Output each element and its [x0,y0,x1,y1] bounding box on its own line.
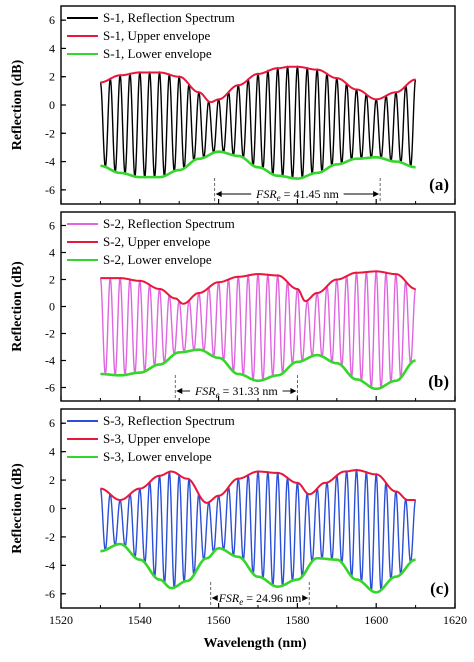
x-tick-label: 1540 [128,613,152,627]
y-tick-label: -4 [45,155,55,169]
y-tick-label: -4 [45,354,55,368]
y-tick-label: 2 [49,70,55,84]
chart-panel-c: -6 -4 -2 0 2 4 6 1520 1540 1560 1580 1600 1620 S-3, R… [45,408,467,627]
upper-envelope-line [100,469,416,504]
legend-label: S-1, Lower envelope [103,46,212,61]
arrowhead-right [290,388,297,394]
arrowhead-left [215,191,222,197]
legend-label: S-1, Reflection Spectrum [103,10,235,25]
chart-panel-b: -6 -4 -2 0 2 4 6 S-2, Reflection Spectrum S-2, U… [45,211,456,402]
y-tick-label: -6 [45,381,55,395]
y-tick-label: 6 [49,416,55,430]
legend-label: S-3, Lower envelope [103,449,212,464]
y-tick-label: 4 [49,246,55,260]
x-tick-label: 1580 [285,613,309,627]
plot-area [99,468,417,594]
y-tick-label: 2 [49,273,55,287]
fsr-annotation: FSRe = 31.33 nm [174,375,298,401]
fsr-label: FSRe = 41.45 nm [255,187,339,203]
y-tick-label: -2 [45,530,55,544]
y-tick-label: 6 [49,13,55,27]
fsr-label: FSRe = 24.96 nm [218,591,302,607]
legend: S-1, Reflection Spectrum S-1, Upper envel… [67,10,235,61]
panel-label: (b) [428,372,449,391]
y-tick-label: 4 [49,41,55,55]
panel-label: (c) [430,579,449,598]
y-tick-label: 0 [49,98,55,112]
legend-label: S-2, Upper envelope [103,234,210,249]
reflection-spectrum-line [99,468,417,593]
plot-area [99,65,417,180]
y-tick-label: 2 [49,473,55,487]
arrowhead-left [211,595,218,601]
y-tick-label: -6 [45,183,55,197]
x-tick-label: 1560 [207,613,231,627]
legend-label: S-3, Upper envelope [103,431,210,446]
arrowhead-left [176,388,183,394]
y-tick-label: 0 [49,300,55,314]
legend-label: S-3, Reflection Spectrum [103,413,235,428]
upper-envelope-line [100,270,416,305]
legend: S-3, Reflection Spectrum S-3, Upper envel… [67,413,235,464]
y-tick-label: -2 [45,126,55,140]
y-tick-label: 4 [49,445,55,459]
lower-envelope-line [100,150,416,180]
plot-area [99,269,417,391]
y-tick-label: -6 [45,587,55,601]
arrowhead-right [302,595,309,601]
lower-envelope-line [100,542,416,594]
y-axis-title-a: Reflection (dB) [10,59,25,150]
legend: S-2, Reflection Spectrum S-2, Upper envel… [67,216,235,267]
fsr-label: FSRe = 31.33 nm [194,384,278,400]
fsr-annotation: FSRe = 41.45 nm [214,178,381,204]
upper-envelope-line [100,65,416,104]
y-tick-label: 6 [49,219,55,233]
y-axis-title-b: Reflection (dB) [10,261,25,352]
x-tick-label: 1620 [443,613,467,627]
panel-label: (a) [429,175,449,194]
fsr-annotation: FSRe = 24.96 nm [210,582,310,608]
chart-panels: -6 -4 -2 0 2 4 6 S-1, Reflection Spectrum S-1, U… [45,5,467,627]
x-tick-label: 1520 [49,613,73,627]
y-tick-label: -2 [45,327,55,341]
y-tick-label: 0 [49,502,55,516]
lower-envelope-line [100,348,416,391]
legend-label: S-2, Lower envelope [103,252,212,267]
x-tick-label: 1600 [364,613,388,627]
y-axis-title-c: Reflection (dB) [10,463,25,554]
arrowhead-right [373,191,380,197]
legend-label: S-1, Upper envelope [103,28,210,43]
reflection-spectrum-line [99,65,417,180]
y-tick-label: -4 [45,558,55,572]
chart-panel-a: -6 -4 -2 0 2 4 6 S-1, Reflection Spectrum S-1, U… [45,5,456,205]
legend-label: S-2, Reflection Spectrum [103,216,235,231]
x-axis-title: Wavelength (nm) [203,636,306,651]
